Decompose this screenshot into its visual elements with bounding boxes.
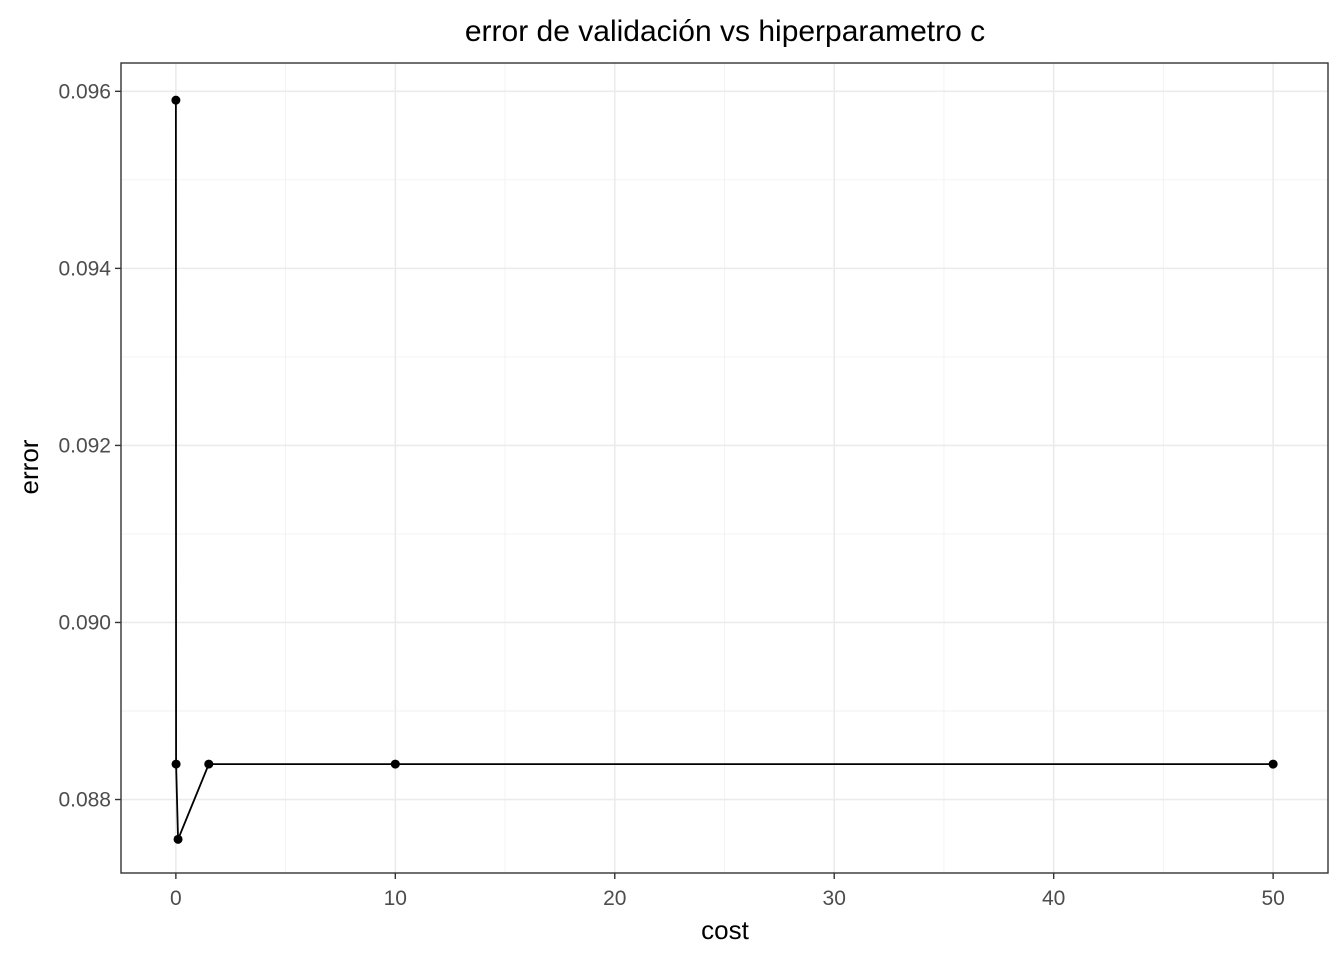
x-axis: 0 10 20 30 40 50 bbox=[170, 873, 1285, 910]
y-axis: 0.088 0.090 0.092 0.094 0.096 bbox=[58, 80, 121, 812]
chart-title: error de validación vs hiperparametro c bbox=[465, 15, 985, 48]
x-tick-label: 10 bbox=[384, 887, 407, 910]
major-gridlines bbox=[121, 63, 1328, 873]
y-tick-label: 0.090 bbox=[58, 611, 111, 634]
x-tick-label: 20 bbox=[603, 887, 626, 910]
series-line bbox=[174, 100, 1274, 840]
panel-border bbox=[120, 62, 1329, 874]
data-series bbox=[171, 95, 1278, 844]
x-tick-label: 30 bbox=[823, 887, 846, 910]
data-point bbox=[390, 759, 400, 769]
x-tick-label: 0 bbox=[170, 887, 182, 910]
x-tick-label: 40 bbox=[1042, 887, 1065, 910]
minor-gridlines bbox=[121, 63, 1328, 873]
y-tick-label: 0.092 bbox=[58, 434, 111, 457]
y-tick-label: 0.094 bbox=[58, 257, 111, 280]
x-axis-title: cost bbox=[701, 915, 749, 945]
y-tick-label: 0.088 bbox=[58, 789, 111, 812]
y-axis-title: error bbox=[14, 439, 44, 494]
y-tick-label: 0.096 bbox=[58, 80, 111, 103]
data-point bbox=[1268, 759, 1278, 769]
data-point bbox=[171, 759, 181, 769]
data-point bbox=[204, 759, 214, 769]
x-tick-label: 50 bbox=[1261, 887, 1284, 910]
data-point bbox=[173, 834, 183, 844]
data-point bbox=[171, 95, 181, 105]
